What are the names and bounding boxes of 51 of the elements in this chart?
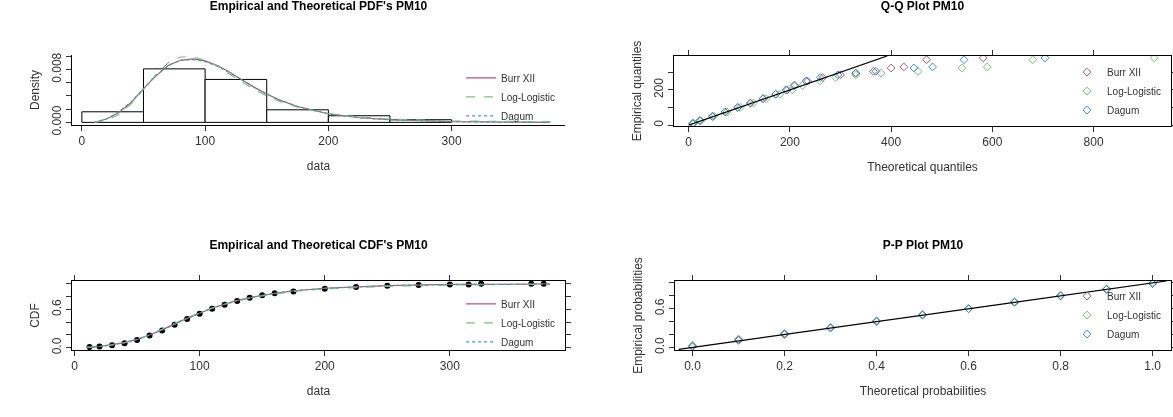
legend-label: Dagum bbox=[1107, 105, 1140, 116]
y-tick-label: 0.6 bbox=[50, 298, 65, 316]
x-tick-label: 0.8 bbox=[1052, 359, 1070, 374]
legend-label: Burr XII bbox=[501, 298, 535, 310]
x-axis-title: Theoretical quantiles bbox=[867, 160, 978, 175]
legend-label: Log-Logistic bbox=[501, 91, 555, 103]
y-axis-title: Empirical probabilities bbox=[630, 257, 645, 374]
x-tick-label: 200 bbox=[318, 134, 339, 149]
y-axis-title: Empirical quantiles bbox=[629, 40, 644, 142]
x-tick-label: 200 bbox=[314, 359, 336, 374]
y-tick-label: 0.6 bbox=[653, 298, 668, 316]
legend-label: Log-Logistic bbox=[1107, 86, 1161, 97]
x-tick-label: 0.0 bbox=[684, 359, 702, 374]
y-tick-label: 0.000 bbox=[50, 105, 65, 136]
x-tick-label: 0.2 bbox=[776, 359, 794, 374]
x-tick-label: 800 bbox=[1083, 135, 1104, 150]
legend-label: Burr XII bbox=[1107, 67, 1141, 78]
y-tick-label: 200 bbox=[652, 77, 667, 99]
legend-label: Log-Logistic bbox=[1107, 310, 1161, 322]
legend-label: Burr XII bbox=[501, 72, 535, 84]
legend-label: Burr XII bbox=[1107, 291, 1141, 303]
y-tick-label: 0.008 bbox=[50, 52, 65, 83]
legend-label: Log-Logistic bbox=[501, 317, 555, 329]
x-tick-label: 100 bbox=[189, 359, 210, 374]
x-tick-label: 0.4 bbox=[868, 359, 886, 374]
y-axis-title: CDF bbox=[27, 303, 42, 328]
y-tick-label: 0.0 bbox=[653, 336, 668, 354]
chart-title: Empirical and Theoretical PDF's PM10 bbox=[209, 0, 428, 14]
legend-label: Dagum bbox=[501, 336, 534, 348]
legend-label: Dagum bbox=[501, 110, 534, 122]
x-tick-label: 1.0 bbox=[1144, 359, 1162, 374]
y-axis-title: Density bbox=[27, 69, 42, 111]
x-tick-label: 400 bbox=[881, 135, 902, 150]
x-tick-label: 300 bbox=[441, 134, 462, 149]
x-tick-label: 300 bbox=[439, 359, 461, 374]
x-tick-label: 100 bbox=[195, 134, 216, 149]
x-axis-title: Theoretical probabilities bbox=[859, 384, 987, 399]
chart-title: Empirical and Theoretical CDF's PM10 bbox=[209, 238, 428, 253]
y-tick-label: 0.0 bbox=[50, 337, 65, 355]
x-axis-title: data bbox=[306, 384, 331, 399]
x-axis-title: data bbox=[306, 159, 331, 174]
x-tick-label: 600 bbox=[982, 135, 1003, 150]
chart-title: P-P Plot PM10 bbox=[882, 238, 964, 253]
x-tick-label: 0 bbox=[78, 134, 86, 149]
x-tick-label: 0 bbox=[685, 135, 693, 150]
y-tick-label: 0 bbox=[652, 119, 667, 127]
x-tick-label: 0 bbox=[71, 359, 79, 374]
chart-title: Q-Q Plot PM10 bbox=[880, 0, 965, 14]
x-tick-label: 200 bbox=[779, 135, 801, 150]
x-tick-label: 0.6 bbox=[960, 359, 978, 374]
legend-label: Dagum bbox=[1107, 329, 1140, 341]
